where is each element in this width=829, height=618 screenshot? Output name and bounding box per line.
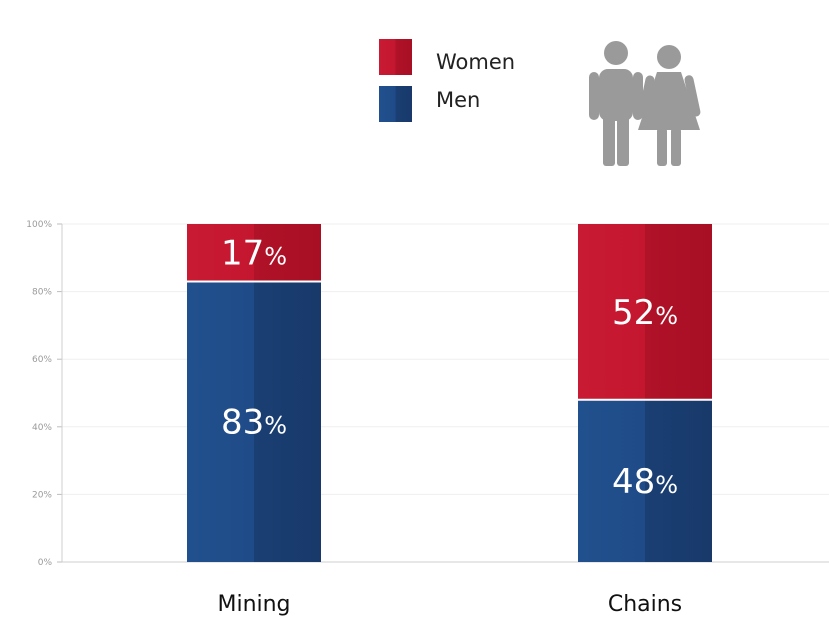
value-label-women-chains: 52% [612,293,678,333]
bars [187,224,712,562]
y-tick-label: 40% [32,423,52,433]
bar-women-chains [578,224,712,400]
y-tick-label: 0% [38,558,53,568]
people-couple-icon [589,41,701,166]
bar-men-chains [578,399,712,562]
legend-label-women: Women [436,50,515,74]
bar-women-mining [187,224,321,282]
legend-swatch-men [379,86,412,122]
value-label-men-chains: 48% [612,462,678,502]
legend-label-men: Men [436,88,480,112]
value-labels: 83% 17% 48% 52% [221,234,678,502]
y-tick-label: 20% [32,490,52,500]
y-tick-label: 60% [32,355,52,365]
y-tick-label: 80% [32,288,52,298]
value-label-men-mining: 83% [221,403,287,443]
bar-men-mining [187,281,321,562]
category-label-mining: Mining [217,592,290,617]
category-label-chains: Chains [608,592,682,617]
y-tick-label: 100% [26,220,52,230]
legend-swatch-women [379,39,412,75]
value-label-women-mining: 17% [221,234,287,274]
legend: Women Men [379,39,515,122]
y-axis-ticks: 0% 20% 40% 60% 80% 100% [26,220,63,568]
gridlines [62,223,829,563]
category-labels: Mining Chains [217,592,682,617]
